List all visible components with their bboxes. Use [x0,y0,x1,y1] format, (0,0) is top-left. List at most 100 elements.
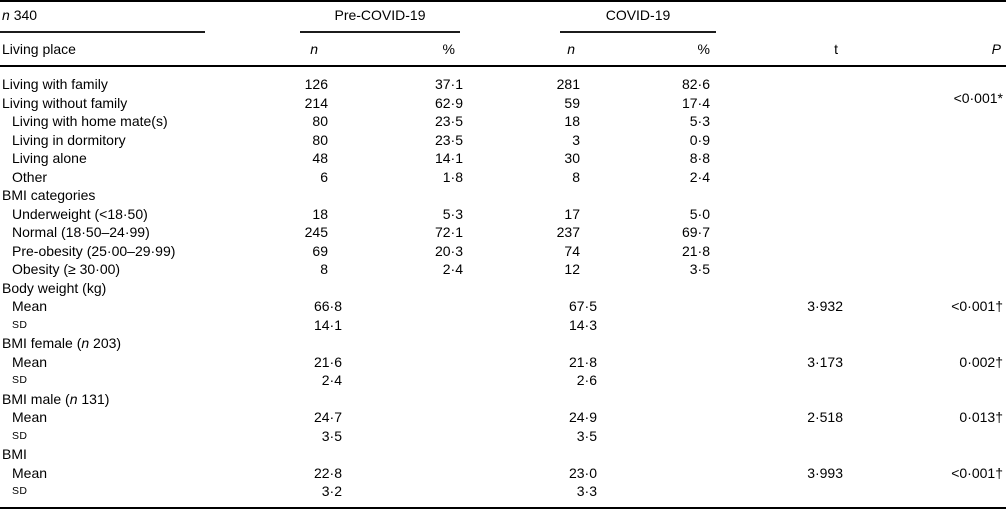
group-header-pre-covid: Pre-COVID-19 [300,5,460,33]
row-label-text: Body weight (kg) [2,279,107,296]
row-label-text: BMI male ( [2,390,70,407]
cell-pre-n: 80 [312,131,328,148]
sample-size-header: n 340 [0,5,275,33]
table-row: BMI female (n 203) [0,334,1006,353]
row-label: Living with home mate(s) [0,112,275,131]
row-label-text: SD [12,485,28,497]
stub-header-rule [0,31,205,33]
row-label: BMI categories [0,186,275,205]
cell-covid-pct: 21·8 [681,242,710,259]
row-label-text: Living without family [2,94,128,111]
cell-covid-n [463,279,597,298]
cell-covid-pct [597,390,710,409]
cell-covid-n: 74 [564,242,580,259]
table-row: BMI categories [0,186,1006,205]
row-label: SD [0,316,275,335]
row-label-text: SD [12,374,28,386]
cell-covid-pct: 8·8 [689,150,710,166]
cell-covid-pct: 2·4 [689,168,710,185]
row-label-text: Pre-obesity (25·00–29·99) [12,242,176,259]
cell-p [843,186,1006,205]
row-label-text: BMI [2,446,27,462]
row-label-text: Mean [12,464,48,481]
cell-pre-pct [342,334,463,353]
cell-pre-n [275,445,342,464]
column-header-pre-n: n [275,33,342,67]
table-head: n 340 Pre-COVID-19 COVID-19 [0,1,1006,67]
cell-t [710,168,843,187]
cell-pre-pct [342,186,463,205]
row-label-text: BMI categories [2,187,96,203]
cell-t [710,334,843,353]
cell-pre-n: 21·6 [313,353,342,370]
cell-p: 0·013† [959,409,1003,425]
cell-covid-pct: 5·0 [689,205,710,222]
cell-covid-n: 23·0 [568,464,597,481]
group-header-covid: COVID-19 [560,5,716,33]
group-header-covid-cell: COVID-19 [463,1,716,33]
cell-pre-n: 2·4 [321,372,342,388]
cell-covid-pct [597,408,710,427]
cell-t [710,445,843,464]
cell-pre-n [275,279,342,298]
row-label-text: BMI female ( [2,335,82,351]
cell-covid-n: 67·5 [568,298,597,314]
table-row: SD 3·5 3·5 [0,427,1006,446]
cell-t [710,223,843,242]
row-label: Living without family [0,94,275,113]
cell-pre-n: 14·1 [313,316,342,333]
cell-t [710,66,843,94]
cell-covid-pct [597,482,710,508]
cell-t [710,482,843,508]
row-label-text: Obesity (≥ 30·00) [12,261,121,277]
cell-covid-pct [597,186,710,205]
row-label: Mean [0,297,275,316]
row-label: BMI [0,445,275,464]
cell-t [710,149,843,168]
cell-p [843,390,1006,409]
cell-covid-pct [597,427,710,446]
row-label-text: Mean [12,353,48,370]
row-label: Mean [0,353,275,372]
cell-pre-pct: 2·4 [442,261,463,277]
row-label: Living alone [0,149,275,168]
cell-pre-n: 126 [304,76,328,92]
cell-pre-n: 18 [312,205,328,222]
cell-pre-n: 3·5 [321,427,342,444]
row-label: Living with family [0,66,275,94]
row-label: BMI male (n 131) [0,390,275,409]
table-row: Underweight (<18·50) 18 5·3 17 5·0 [0,205,1006,224]
cell-covid-n: 3·5 [576,427,597,444]
cell-covid-n: 18 [564,113,580,129]
cell-p [843,168,1006,187]
table-row: Living in dormitory 80 23·5 3 0·9 [0,131,1006,150]
cell-p [843,131,1006,150]
column-header-p: P [843,33,1006,67]
cell-pre-pct: 23·5 [434,131,463,148]
table-row: SD 3·2 3·3 [0,482,1006,508]
cell-p [843,482,1006,508]
cell-pre-pct: 14·1 [434,150,463,166]
row-label-text: SD [12,429,28,442]
table-body: Living with family 126 37·1 281 82·6 <0·001* L… [0,66,1006,508]
cell-pre-n: 80 [312,113,328,129]
cell-t [710,371,843,390]
cell-pre-pct [342,464,463,483]
row-label: Normal (18·50–24·99) [0,223,275,242]
cell-covid-n: 12 [564,261,580,277]
cell-pre-pct [342,408,463,427]
cell-pre-n [275,334,342,353]
cell-pre-pct [342,482,463,508]
cell-p [843,334,1006,353]
row-label: Mean [0,464,275,483]
row-label: Other [0,168,275,187]
cell-t [710,260,843,279]
column-header-covid-n: n [463,33,597,67]
cell-p: 0·002† [959,353,1003,370]
cell-covid-n: 30 [564,150,580,166]
table-row: Living alone 48 14·1 30 8·8 [0,149,1006,168]
column-header-row: Living place n % n % t P [0,33,1006,67]
row-label-text: 131) [77,390,110,407]
row-label: Obesity (≥ 30·00) [0,260,275,279]
